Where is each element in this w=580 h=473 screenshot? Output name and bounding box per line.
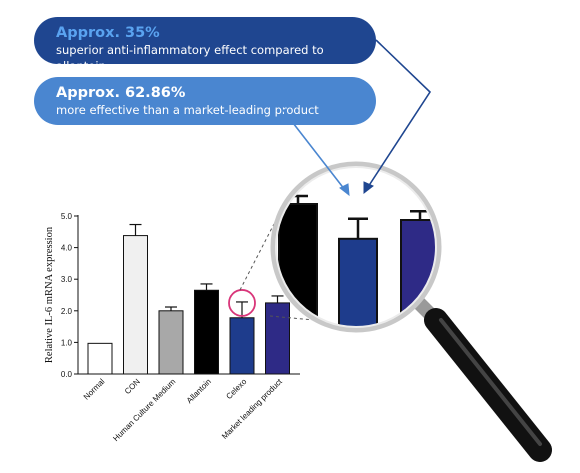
highlight-circle [228, 289, 256, 317]
callout-headline: Approx. 62.86% [56, 85, 186, 101]
y-tick-label: 3.0 [61, 275, 73, 284]
callout-market-product: Approx. 62.86% more effective than a mar… [34, 77, 376, 125]
callout-headline: Approx. 35% [56, 25, 160, 41]
bar [123, 235, 148, 375]
magnified-bar [338, 237, 378, 330]
y-axis-label: Relative IL-6 mRNA expression [44, 226, 55, 363]
x-category-label: CON [123, 377, 142, 396]
bar [194, 289, 219, 375]
magnifier-handle [424, 308, 552, 462]
bar [265, 302, 290, 375]
lens-rim-inner [275, 166, 437, 328]
callout-text: more effective than a market-leading pro… [56, 103, 319, 117]
y-tick-label: 0.0 [61, 370, 73, 379]
y-tick-label: 1.0 [61, 338, 73, 347]
x-category-label: Human Culture Medium [111, 377, 177, 443]
x-category-label: Allantoin [185, 377, 213, 405]
callout-text: superior anti-inflammatory effect compar… [56, 43, 324, 73]
x-category-label: Celexo [224, 377, 248, 401]
callout-allantoin: Approx. 35% superior anti-inflammatory e… [34, 17, 376, 73]
lens-rim-outer [270, 161, 442, 333]
leader-line-top [239, 223, 275, 291]
callout-1-connector [367, 39, 432, 188]
callout-1-arrowhead [363, 181, 374, 195]
y-tick-label: 5.0 [61, 212, 73, 221]
x-category-label: Normal [82, 377, 107, 402]
bar [158, 310, 184, 375]
bar [229, 317, 255, 375]
magnifier-handle-highlight [439, 318, 542, 446]
callout-2-arrowhead [339, 183, 350, 197]
x-category-label: Market leading product [220, 377, 284, 441]
callout-2-connector [275, 100, 346, 191]
bar [87, 342, 113, 375]
y-tick-label: 4.0 [61, 244, 73, 253]
y-tick-label: 2.0 [61, 307, 73, 316]
